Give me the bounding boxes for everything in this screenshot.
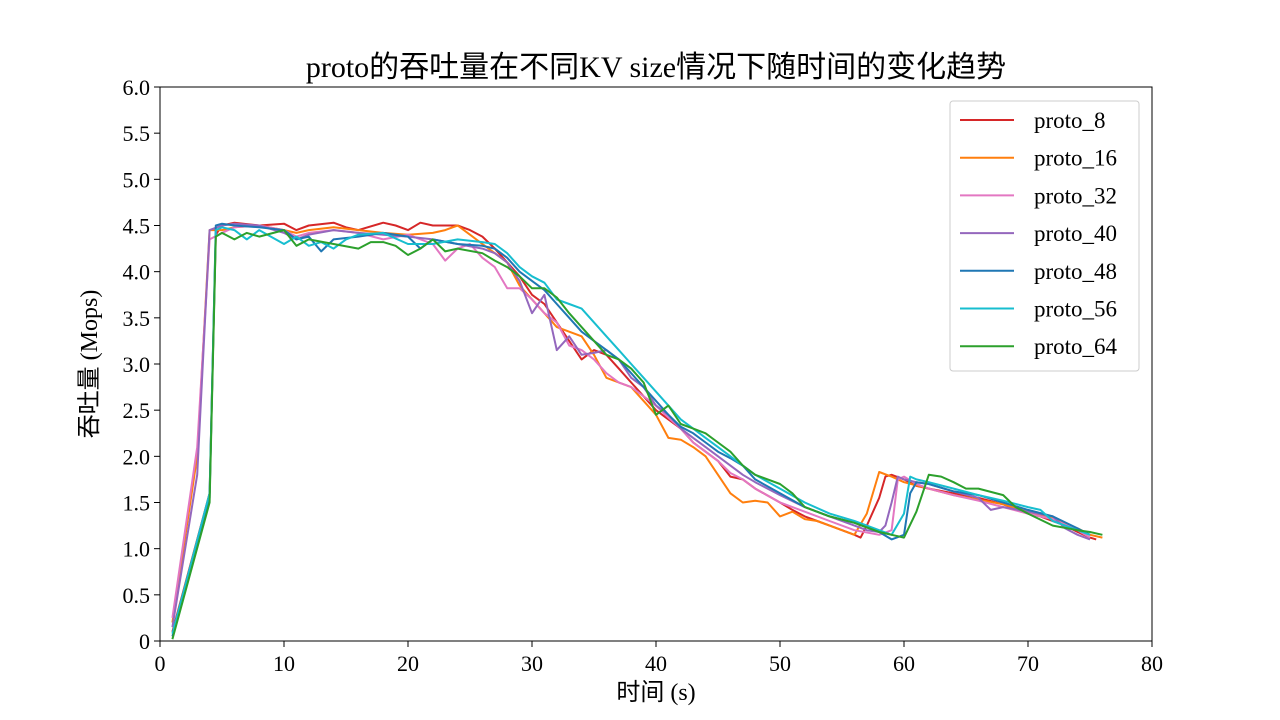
y-tick-label: 4.0 [123,260,151,285]
legend-label-proto_48: proto_48 [1034,259,1117,284]
x-tick-label: 70 [1017,651,1039,676]
y-tick-label: 2.5 [123,398,151,423]
y-axis: 0 0.5 1.0 1.5 2.0 2.5 3.0 3.5 4.0 4.5 5.0 5.5 6.0 [123,75,160,654]
legend-label-proto_16: proto_16 [1034,146,1117,171]
x-axis: 0 10 20 30 40 50 60 70 80 [155,641,1163,676]
x-tick-label: 40 [645,651,667,676]
legend-label-proto_56: proto_56 [1034,297,1117,322]
y-tick-label: 5.0 [123,167,151,192]
y-tick-label: 3.0 [123,352,151,377]
y-tick-label: 5.5 [123,121,151,146]
series-line-proto_16 [171,224,1103,623]
x-tick-label: 0 [155,651,166,676]
x-tick-label: 80 [1141,651,1163,676]
y-tick-label: 4.5 [123,214,151,239]
x-tick-label: 50 [769,651,791,676]
y-tick-label: 3.5 [123,306,151,331]
y-tick-label: 2.0 [123,444,151,469]
y-axis-label: 吞吐量 (Mops) [76,290,103,439]
y-tick-label: 0 [139,629,150,654]
chart-title: proto的吞吐量在不同KV size情况下随时间的变化趋势 [306,51,1006,84]
series-line-proto_56 [171,226,1091,634]
legend-label-proto_32: proto_32 [1034,183,1117,208]
legend-label-proto_40: proto_40 [1034,221,1117,246]
x-tick-label: 10 [273,651,295,676]
plot-area [171,221,1103,640]
x-tick-label: 20 [397,651,419,676]
legend: proto_8 proto_16 proto_32 proto_40 proto_48p… [949,100,1140,372]
legend-label-proto_8: proto_8 [1034,108,1106,133]
series-line-proto_64 [171,229,1103,640]
y-tick-label: 1.0 [123,537,151,562]
y-tick-label: 1.5 [123,491,151,516]
x-tick-label: 30 [521,651,543,676]
x-axis-label: 时间 (s) [616,679,695,706]
x-tick-label: 60 [893,651,915,676]
legend-box [949,100,1140,372]
y-tick-label: 6.0 [123,75,151,100]
y-tick-label: 0.5 [123,583,151,608]
legend-label-proto_64: proto_64 [1034,334,1118,359]
